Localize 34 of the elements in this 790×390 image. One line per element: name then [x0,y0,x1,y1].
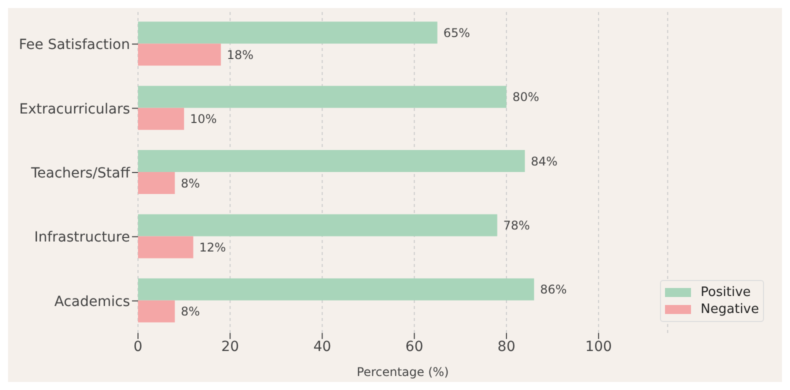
data-label: 84% [530,154,558,168]
x-axis-title: Percentage (%) [356,365,449,379]
y-tick-label: Infrastructure [34,230,130,246]
bar [138,150,525,172]
legend-label: Negative [700,302,759,317]
x-tick-label: 40 [313,338,332,355]
bar [138,108,184,130]
data-label: 80% [512,90,540,104]
bar [138,22,438,44]
y-tick-label: Academics [54,294,130,310]
data-label: 10% [190,112,217,126]
bar [138,172,175,194]
x-tick-label: 20 [221,338,240,355]
data-label: 8% [180,176,200,190]
bar [138,236,194,258]
data-label: 86% [540,282,567,297]
data-label: 12% [199,240,226,254]
x-tick-label: 100 [585,338,612,355]
bar [138,44,221,66]
data-label: 78% [503,218,530,232]
legend-label: Positive [700,285,752,300]
data-label: 8% [180,304,200,319]
x-tick-label: 60 [405,338,424,355]
bar [138,300,175,322]
x-tick-label: 80 [498,338,516,355]
bar [138,214,498,236]
data-label: 18% [226,48,254,62]
y-tick-label: Teachers/Staff [30,165,130,182]
x-tick-label: 0 [134,338,142,355]
data-label: 65% [443,26,470,40]
y-tick-label: Extracurriculars [19,101,130,118]
bar [138,278,534,300]
y-tick-label: Fee Satisfaction [18,37,130,54]
bar [138,86,506,108]
